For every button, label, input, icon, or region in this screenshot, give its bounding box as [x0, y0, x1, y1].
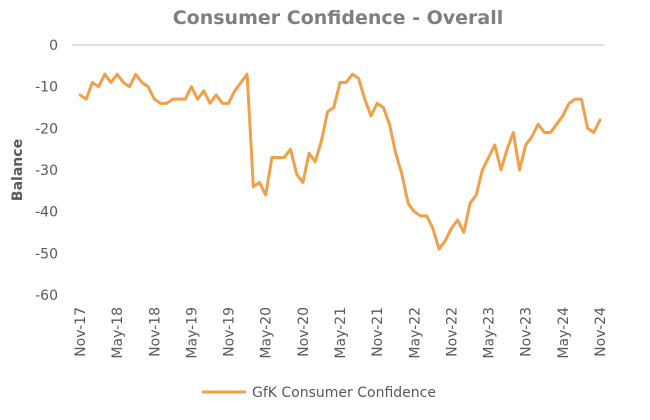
y-tick-label: -10: [35, 80, 58, 96]
x-tick-label: Nov-18: [147, 307, 163, 357]
x-tick-label: Nov-23: [519, 307, 535, 357]
legend: GfK Consumer Confidence: [202, 385, 436, 401]
x-tick-label: Nov-21: [370, 307, 386, 357]
chart-title: Consumer Confidence - Overall: [173, 7, 504, 29]
x-tick-label: May-18: [110, 307, 126, 359]
x-axis: Nov-17 May-18 Nov-18 May-19 Nov-19 May-20 Nov-…: [73, 307, 609, 359]
x-tick-label: May-21: [333, 307, 349, 359]
y-axis: 0 -10 -20 -30 -40 -50 -60: [35, 38, 58, 304]
x-tick-label: May-20: [259, 307, 275, 359]
y-tick-label: -50: [35, 246, 58, 262]
x-tick-label: Nov-24: [593, 307, 609, 357]
x-tick-label: May-23: [482, 307, 498, 359]
x-tick-label: Nov-19: [222, 307, 238, 357]
x-tick-label: Nov-17: [73, 307, 89, 357]
y-tick-label: 0: [49, 38, 58, 54]
x-tick-label: Nov-22: [444, 307, 460, 357]
x-tick-label: May-22: [407, 307, 423, 359]
x-tick-label: May-19: [184, 307, 200, 359]
legend-label: GfK Consumer Confidence: [252, 385, 436, 401]
y-axis-label: Balance: [10, 139, 26, 201]
x-tick-label: May-24: [556, 307, 572, 359]
y-tick-label: -40: [35, 205, 58, 221]
y-tick-label: -20: [35, 121, 58, 137]
y-tick-label: -30: [35, 163, 58, 179]
series-line-gfk-consumer-confidence: [78, 72, 602, 251]
x-tick-label: Nov-20: [296, 307, 312, 357]
y-tick-label: -60: [35, 288, 58, 304]
